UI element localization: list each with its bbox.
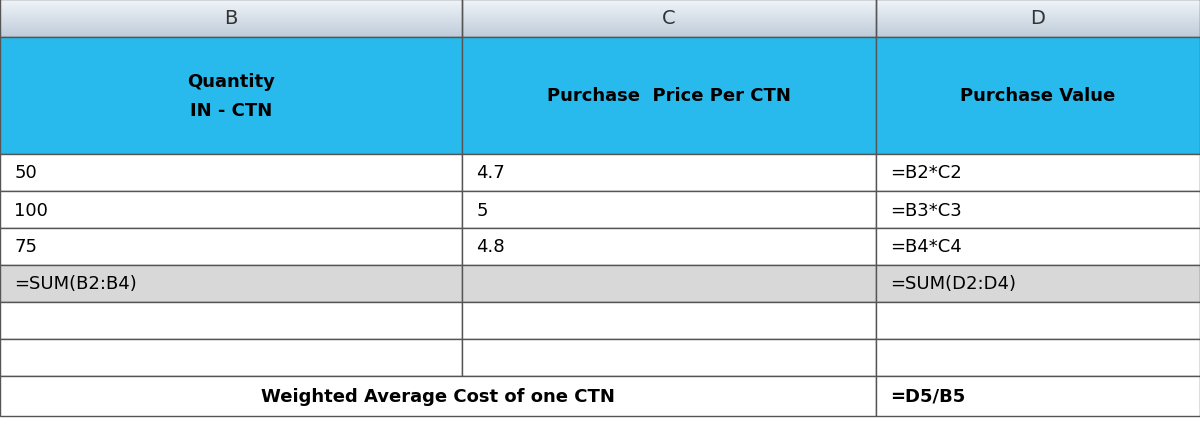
- Bar: [462, 38, 876, 155]
- Text: =SUM(D2:D4): =SUM(D2:D4): [890, 275, 1016, 293]
- Text: Purchase  Price Per CTN: Purchase Price Per CTN: [547, 87, 791, 105]
- Bar: [0, 376, 876, 416]
- Bar: [0, 191, 462, 228]
- Text: =B2*C2: =B2*C2: [890, 164, 962, 182]
- Bar: [0, 0, 462, 38]
- Text: 4.7: 4.7: [476, 164, 505, 182]
- Text: 50: 50: [14, 164, 37, 182]
- Text: Quantity
IN - CTN: Quantity IN - CTN: [187, 73, 275, 120]
- Text: =D5/B5: =D5/B5: [890, 387, 966, 405]
- Bar: [876, 228, 1200, 265]
- Bar: [462, 0, 876, 38]
- Text: 100: 100: [14, 201, 48, 219]
- Bar: [462, 302, 876, 339]
- Bar: [462, 339, 876, 376]
- Text: Purchase Value: Purchase Value: [960, 87, 1116, 105]
- Text: D: D: [1031, 10, 1045, 29]
- Text: =B3*C3: =B3*C3: [890, 201, 962, 219]
- Bar: [876, 302, 1200, 339]
- Text: =B4*C4: =B4*C4: [890, 238, 962, 256]
- Bar: [876, 376, 1200, 416]
- Bar: [0, 265, 462, 302]
- Bar: [0, 155, 462, 191]
- Bar: [0, 38, 462, 155]
- Bar: [0, 228, 462, 265]
- Text: B: B: [224, 10, 238, 29]
- Text: 75: 75: [14, 238, 37, 256]
- Bar: [876, 38, 1200, 155]
- Bar: [876, 265, 1200, 302]
- Bar: [462, 228, 876, 265]
- Text: =SUM(B2:B4): =SUM(B2:B4): [14, 275, 137, 293]
- Text: Weighted Average Cost of one CTN: Weighted Average Cost of one CTN: [262, 387, 614, 405]
- Bar: [876, 155, 1200, 191]
- Bar: [462, 155, 876, 191]
- Bar: [876, 339, 1200, 376]
- Bar: [0, 339, 462, 376]
- Text: 4.8: 4.8: [476, 238, 505, 256]
- Bar: [876, 0, 1200, 38]
- Bar: [876, 191, 1200, 228]
- Bar: [462, 265, 876, 302]
- Bar: [462, 191, 876, 228]
- Bar: [0, 302, 462, 339]
- Text: 5: 5: [476, 201, 488, 219]
- Text: C: C: [662, 10, 676, 29]
